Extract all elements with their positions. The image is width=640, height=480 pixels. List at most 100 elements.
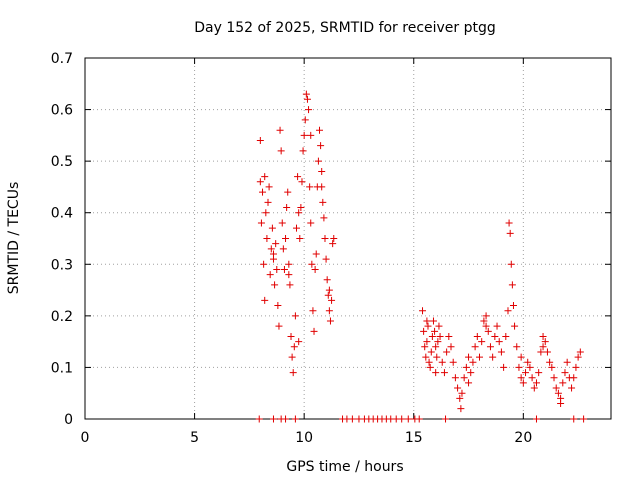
data-point [574,353,582,361]
data-point [467,369,475,377]
data-point [285,260,293,268]
data-point [580,415,588,423]
y-tick-label: 0.4 [51,206,73,222]
data-point [291,415,299,423]
data-point [398,415,406,423]
axis-ticks: 0 0.1 0.2 0.3 0.4 0.5 0.6 0.7 0 5 10 15 20 [51,51,611,446]
data-point [519,379,527,387]
data-point [451,374,459,382]
x-tick-label: 15 [405,430,423,446]
data-point [322,255,330,263]
data-point [314,157,322,165]
data-point [295,338,303,346]
data-point [273,265,281,273]
data-point [493,322,501,330]
data-point [465,379,473,387]
data-point [438,358,446,366]
data-point [310,327,318,335]
data-point [436,332,444,340]
data-point [308,260,316,268]
data-point [279,245,287,253]
data-point [432,369,440,377]
data-point [522,369,530,377]
data-point [404,415,412,423]
data-point [432,343,440,351]
data-point [495,338,503,346]
data-point [256,137,264,145]
data-point [320,214,328,222]
data-point [283,204,291,212]
data-point [285,271,293,279]
data-point [318,167,326,175]
x-tick-label: 0 [81,430,90,446]
data-point [465,353,473,361]
data-point [307,219,315,227]
data-point [548,363,556,371]
data-point [422,353,430,361]
y-tick-label: 0.2 [51,309,73,325]
data-point [449,358,457,366]
data-point [256,178,264,186]
data-point [318,183,326,191]
chart-title: Day 152 of 2025, SRMTID for receiver ptg… [194,20,496,36]
data-point [260,260,268,268]
data-point [543,348,551,356]
data-point [300,131,308,139]
data-point [301,116,309,124]
data-point [462,363,470,371]
data-point [303,95,311,103]
data-point [563,358,571,366]
data-point [277,147,285,155]
data-point [267,245,275,253]
data-point [532,415,540,423]
data-point [568,384,576,392]
data-point [275,322,283,330]
data-point [316,126,324,134]
data-point [561,369,569,377]
data-point [552,384,560,392]
data-point [271,281,279,289]
data-point [491,332,499,340]
data-point [526,363,534,371]
data-point [500,363,508,371]
data-point [276,126,284,134]
data-point [287,332,295,340]
data-point [302,90,310,98]
data-point [509,302,517,310]
y-tick-label: 0.7 [51,51,73,67]
data-point [426,363,434,371]
data-point [535,369,543,377]
data-point [572,363,580,371]
data-point [299,147,307,155]
data-point [524,358,532,366]
data-point [266,271,274,279]
data-point [257,219,265,227]
data-point [419,307,427,315]
data-point [321,235,329,242]
data-point [507,260,515,268]
data-point [433,353,441,361]
data-point [511,322,519,330]
data-point [469,358,477,366]
data-point [576,348,584,356]
data-point [264,198,272,206]
data-point [570,374,578,382]
data-point [508,281,516,289]
data-point [294,173,302,181]
data-point [456,394,464,402]
data-point [486,343,494,351]
data-point [330,235,338,242]
data-point [482,312,490,320]
data-point [420,327,428,335]
grid [85,58,611,419]
data-point [557,400,565,408]
data-point [325,307,333,315]
data-point [476,353,483,361]
data-point [442,415,450,423]
data-point [528,374,536,382]
data-point [435,322,443,330]
data-point [537,348,545,356]
data-point [457,405,465,413]
data-point [319,198,327,206]
data-point [423,338,431,346]
